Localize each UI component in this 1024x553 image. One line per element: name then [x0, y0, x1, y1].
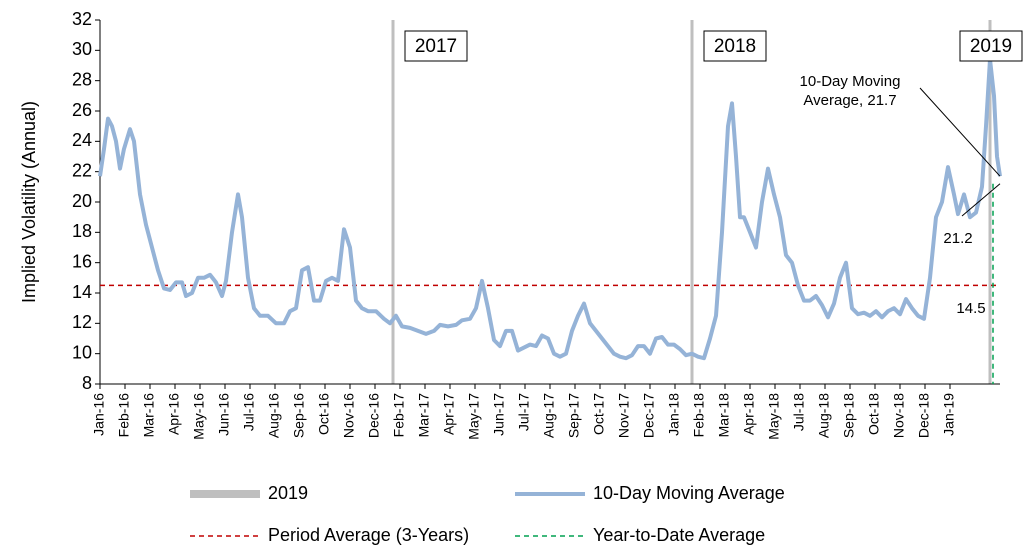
x-tick-label: Sep-16	[291, 393, 307, 438]
x-tick-label: Apr-16	[166, 393, 182, 435]
x-tick-label: Aug-17	[541, 393, 557, 438]
y-tick-label: 14	[72, 282, 92, 302]
y-tick-label: 10	[72, 342, 92, 362]
y-tick-label: 22	[72, 160, 92, 180]
x-tick-label: Aug-16	[266, 393, 282, 438]
y-tick-label: 20	[72, 191, 92, 211]
x-tick-label: Feb-18	[691, 393, 707, 438]
x-tick-label: May-18	[766, 393, 782, 440]
period-average-label: 14.5	[956, 300, 985, 317]
y-tick-label: 24	[72, 130, 92, 150]
year-label-box	[404, 30, 468, 62]
x-tick-label: Oct-17	[591, 393, 607, 435]
x-tick-label: Nov-18	[891, 393, 907, 438]
x-tick-label: Aug-18	[816, 393, 832, 438]
x-tick-label: Sep-17	[566, 393, 582, 438]
x-tick-label: Mar-18	[716, 393, 732, 438]
year-label: 2017	[415, 36, 457, 57]
y-tick-label: 16	[72, 251, 92, 271]
y-tick-label: 32	[72, 9, 92, 29]
x-tick-label: May-16	[191, 393, 207, 440]
end-leader	[919, 87, 1001, 177]
x-tick-label: Feb-17	[391, 393, 407, 438]
x-tick-label: May-17	[466, 393, 482, 440]
x-tick-label: Feb-16	[116, 393, 132, 438]
x-tick-label: Apr-17	[441, 393, 457, 435]
legend-label: 2019	[268, 483, 308, 503]
y-axis-label: Implied Volatility (Annual)	[19, 101, 39, 303]
x-tick-label: Dec-18	[916, 393, 932, 438]
year-label-box	[959, 30, 1023, 62]
series-line	[98, 57, 1002, 361]
x-tick-label: Mar-16	[141, 393, 157, 438]
y-tick-label: 12	[72, 312, 92, 332]
ytd-leader	[961, 183, 1001, 217]
y-tick-label: 30	[72, 39, 92, 59]
y-tick-label: 26	[72, 100, 92, 120]
ytd-label: 21.2	[943, 230, 972, 247]
x-tick-label: Nov-17	[616, 393, 632, 438]
x-tick-label: Oct-18	[866, 393, 882, 435]
x-tick-label: Oct-16	[316, 393, 332, 435]
year-label: 2018	[714, 36, 756, 57]
x-tick-label: Dec-16	[366, 393, 382, 438]
x-tick-label: Jun-16	[216, 393, 232, 436]
x-tick-label: Dec-17	[641, 393, 657, 438]
x-tick-label: Nov-16	[341, 393, 357, 438]
end-annotation: 10-Day Moving	[800, 73, 901, 90]
y-tick-label: 18	[72, 221, 92, 241]
x-tick-label: Sep-18	[841, 393, 857, 438]
x-tick-label: Jan-16	[91, 393, 107, 436]
year-label: 2019	[970, 36, 1012, 57]
x-tick-label: Jan-19	[941, 393, 957, 436]
x-tick-label: Apr-18	[741, 393, 757, 435]
legend-label: 10-Day Moving Average	[593, 483, 785, 503]
x-tick-label: Jan-18	[666, 393, 682, 436]
legend-label: Period Average (3-Years)	[268, 525, 469, 545]
x-tick-label: Jul-18	[791, 393, 807, 431]
end-annotation: Average, 21.7	[803, 92, 896, 109]
x-tick-label: Jun-17	[491, 393, 507, 436]
x-tick-label: Jul-17	[516, 393, 532, 431]
x-tick-label: Jul-16	[241, 393, 257, 431]
y-tick-label: 28	[72, 69, 92, 89]
legend-label: Year-to-Date Average	[593, 525, 765, 545]
x-tick-label: Mar-17	[416, 393, 432, 438]
year-label-box	[703, 30, 767, 62]
y-tick-label: 8	[82, 373, 92, 393]
